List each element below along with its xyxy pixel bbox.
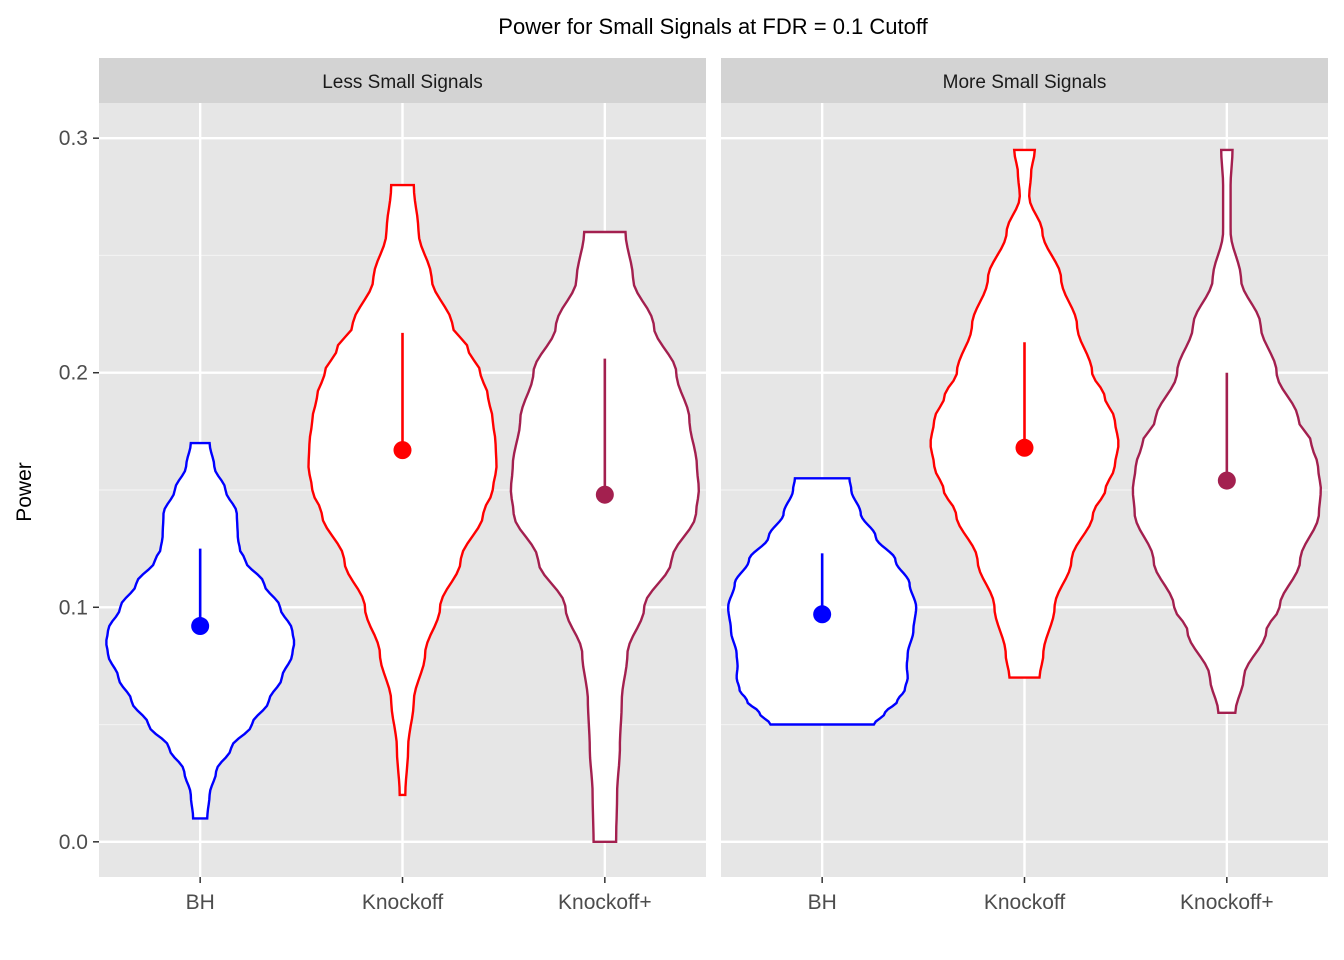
- y-tick-label: 0.0: [59, 831, 88, 854]
- x-tick-label: Knockoff: [984, 891, 1065, 914]
- x-tick-label: BH: [808, 891, 837, 914]
- facet-strip: [99, 58, 706, 103]
- x-tick-label: BH: [186, 891, 215, 914]
- y-tick-label: 0.3: [59, 127, 88, 150]
- y-tick-label: 0.2: [59, 362, 88, 385]
- facet-strip-label: Less Small Signals: [322, 72, 483, 93]
- y-axis-title: Power: [13, 462, 36, 522]
- facet-panel-2: More Small Signals BH Knockoff Knockoff+: [721, 58, 1328, 914]
- mean-point: [393, 441, 412, 460]
- y-tick-label: 0.1: [59, 596, 88, 619]
- mean-point: [191, 617, 210, 636]
- mean-point: [1015, 438, 1034, 457]
- violin-knockoff-plus: [509, 230, 701, 843]
- x-tick-label: Knockoff+: [1180, 891, 1274, 914]
- x-tick-label: Knockoff: [362, 891, 443, 914]
- x-tick-label: Knockoff+: [558, 891, 652, 914]
- mean-point: [813, 605, 832, 624]
- facet-strip: [721, 58, 1328, 103]
- y-axis: 0.0 0.1 0.2 0.3: [59, 127, 99, 854]
- chart-title: Power for Small Signals at FDR = 0.1 Cut…: [498, 14, 928, 39]
- mean-point: [595, 485, 614, 504]
- mean-point: [1217, 471, 1236, 490]
- facet-panel-1: Less Small Signals BH Knockoff Knockoff+: [99, 58, 706, 914]
- facet-strip-label: More Small Signals: [943, 72, 1107, 93]
- violin-knockoff: [307, 183, 498, 797]
